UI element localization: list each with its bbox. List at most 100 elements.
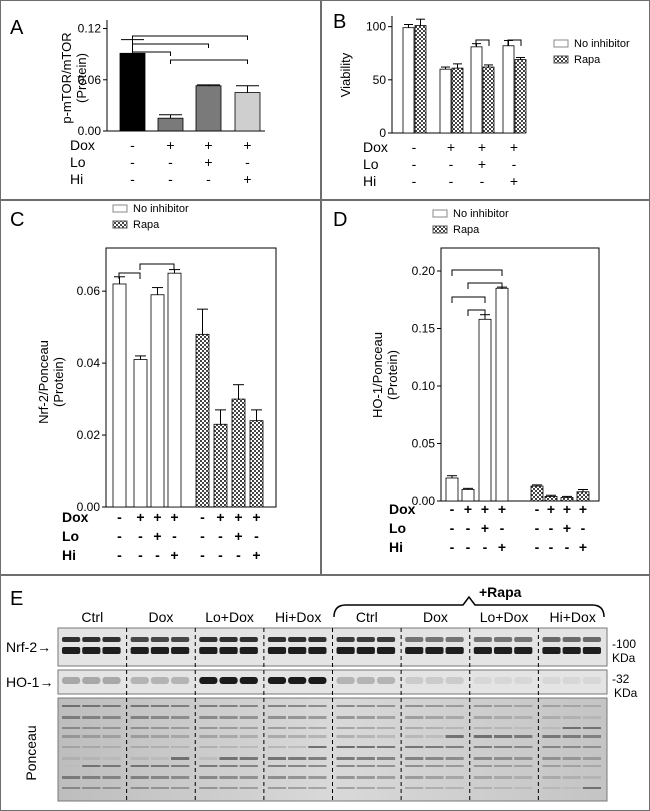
panel-a-conditions-sign: +: [204, 154, 212, 170]
blot-ponceau-band: [562, 765, 581, 767]
panel-c-ytick-label: 0.04: [77, 356, 101, 370]
blot-ponceau-band: [473, 746, 492, 748]
panel-c-conditions-sign: -: [138, 547, 143, 563]
panel-b-conditions-sign: -: [449, 173, 454, 189]
panel-d-conditions-sign: +: [464, 501, 472, 517]
panel-a-conditions-sign: -: [130, 137, 135, 153]
blot-ponceau-band: [582, 776, 601, 779]
panel-b-sig-bracket: [507, 39, 522, 46]
blot-ponceau-band: [267, 765, 287, 767]
panel-b-conditions-sign: +: [510, 173, 518, 189]
panel-d-conditions-sign: -: [565, 539, 570, 555]
panel-d-bar-rapa: [530, 485, 544, 502]
blot-nrf2-band: [82, 647, 101, 654]
panel-b-bar-rapa: [482, 66, 495, 134]
panel-c-conditions-sign: +: [252, 547, 260, 563]
blot-row-label-ho1: HO-1→: [6, 674, 53, 690]
blot-ho1-band: [130, 677, 149, 684]
blot-ponceau-band: [542, 776, 561, 779]
blot-ho1-band: [376, 677, 396, 684]
panel-c-conditions-row-label: Hi: [62, 547, 76, 563]
panel-d-ylabel-line: (Protein): [385, 350, 400, 400]
blot-nrf2-band: [130, 637, 149, 642]
panel-d-conditions-sign: -: [535, 520, 540, 536]
panel-d-conditions-sign: +: [547, 501, 555, 517]
blot-nrf2-band: [171, 647, 190, 654]
blot-ponceau-band: [288, 746, 307, 748]
blot-ponceau-band: [582, 716, 601, 719]
blot-ponceau-band: [267, 787, 287, 789]
panel-c-conditions-sign: -: [236, 547, 241, 563]
blot-ho1-band: [171, 677, 190, 684]
blot-nrf2-band: [336, 637, 355, 642]
blot-ponceau-band: [288, 716, 307, 719]
blot-ponceau-band: [473, 705, 492, 707]
blot-ponceau-band: [239, 746, 258, 748]
blot-nrf2-band: [288, 637, 307, 642]
blot-nrf2-band: [308, 637, 327, 642]
blot-ponceau-band: [336, 716, 355, 719]
blot-ponceau-band: [405, 727, 424, 729]
blot-ho1-band: [62, 677, 81, 684]
blot-ponceau-band: [405, 765, 424, 767]
blot-ponceau-band: [171, 705, 190, 707]
blot-ponceau-band: [356, 746, 375, 748]
blot-ponceau-band: [473, 765, 492, 767]
blot-ponceau-band: [102, 727, 121, 729]
blot-ponceau-band: [376, 765, 396, 767]
panel-b-conditions-sign: -: [480, 173, 485, 189]
panel-d-conditions-sign: +: [563, 501, 571, 517]
blot-ho1-band: [150, 677, 170, 684]
blot-nrf2-band: [514, 637, 533, 642]
blot-group-label: Ctrl: [356, 609, 378, 625]
blot-ponceau-band: [150, 776, 170, 779]
panel-c-label: C: [10, 209, 24, 231]
panel-c-conditions-sign: -: [117, 509, 122, 525]
blot-nrf2-band: [288, 647, 307, 654]
blot-ponceau-band: [62, 787, 81, 789]
panel-d-bar-no-inhibitor: [445, 477, 459, 502]
blot-ponceau-band: [582, 757, 601, 760]
panel-c-ytick-label: 0.06: [77, 284, 101, 298]
blot-ponceau-band: [171, 757, 190, 760]
blot-ponceau-band: [356, 735, 375, 738]
blot-nrf2-band: [199, 637, 218, 642]
blot-nrf2-band: [514, 647, 533, 654]
panel-a-sig-bracket: [132, 51, 171, 56]
blot-ponceau-band: [199, 735, 218, 738]
blot-ponceau-band: [219, 765, 238, 767]
blot-ho1-band: [542, 677, 561, 684]
panel-b-legend-swatch-rapa: [553, 55, 569, 64]
panel-d-sig-bracket: [451, 269, 503, 276]
panel-a-sig-bracket: [132, 43, 209, 48]
blot-ponceau-band: [239, 787, 258, 789]
blot-group-label: Dox: [423, 609, 448, 625]
blot-ponceau-band: [336, 765, 355, 767]
blot-ponceau-band: [239, 765, 258, 767]
panel-d-conditions-sign: +: [579, 539, 587, 555]
blot-ponceau-band: [62, 735, 81, 738]
blot-ponceau-band: [62, 746, 81, 748]
blot-ponceau-band: [150, 705, 170, 707]
blot-row-label-nrf2: Nrf-2→: [6, 639, 51, 655]
blot-ponceau-band: [425, 735, 444, 738]
blot-ponceau-band: [82, 746, 101, 748]
blot-ho1-band: [267, 677, 287, 684]
blot-ponceau-band: [102, 787, 121, 789]
blot-ponceau-band: [102, 746, 121, 748]
blot-nrf2-band: [405, 637, 424, 642]
panel-d-ytick-label: 0.00: [412, 494, 436, 508]
blot-ponceau-band: [239, 716, 258, 719]
blot-ponceau-band: [445, 735, 464, 738]
panel-d-conditions-sign: +: [481, 520, 489, 536]
panel-c-ytick-label: 0.02: [77, 428, 101, 442]
panel-d-legend-swatch-rapa: [432, 225, 448, 234]
panel-b-ytick-label: 100: [366, 20, 386, 34]
blot-ponceau-band: [425, 746, 444, 748]
blot-ponceau-band: [376, 757, 396, 760]
panel-c-ylabel-line: Nrf-2/Ponceau: [36, 340, 51, 424]
panel-c-conditions-sign: -: [138, 528, 143, 544]
panel-c-conditions-sign: -: [200, 509, 205, 525]
blot-ponceau-band: [308, 727, 327, 729]
panel-d-bar-rapa: [576, 491, 590, 502]
